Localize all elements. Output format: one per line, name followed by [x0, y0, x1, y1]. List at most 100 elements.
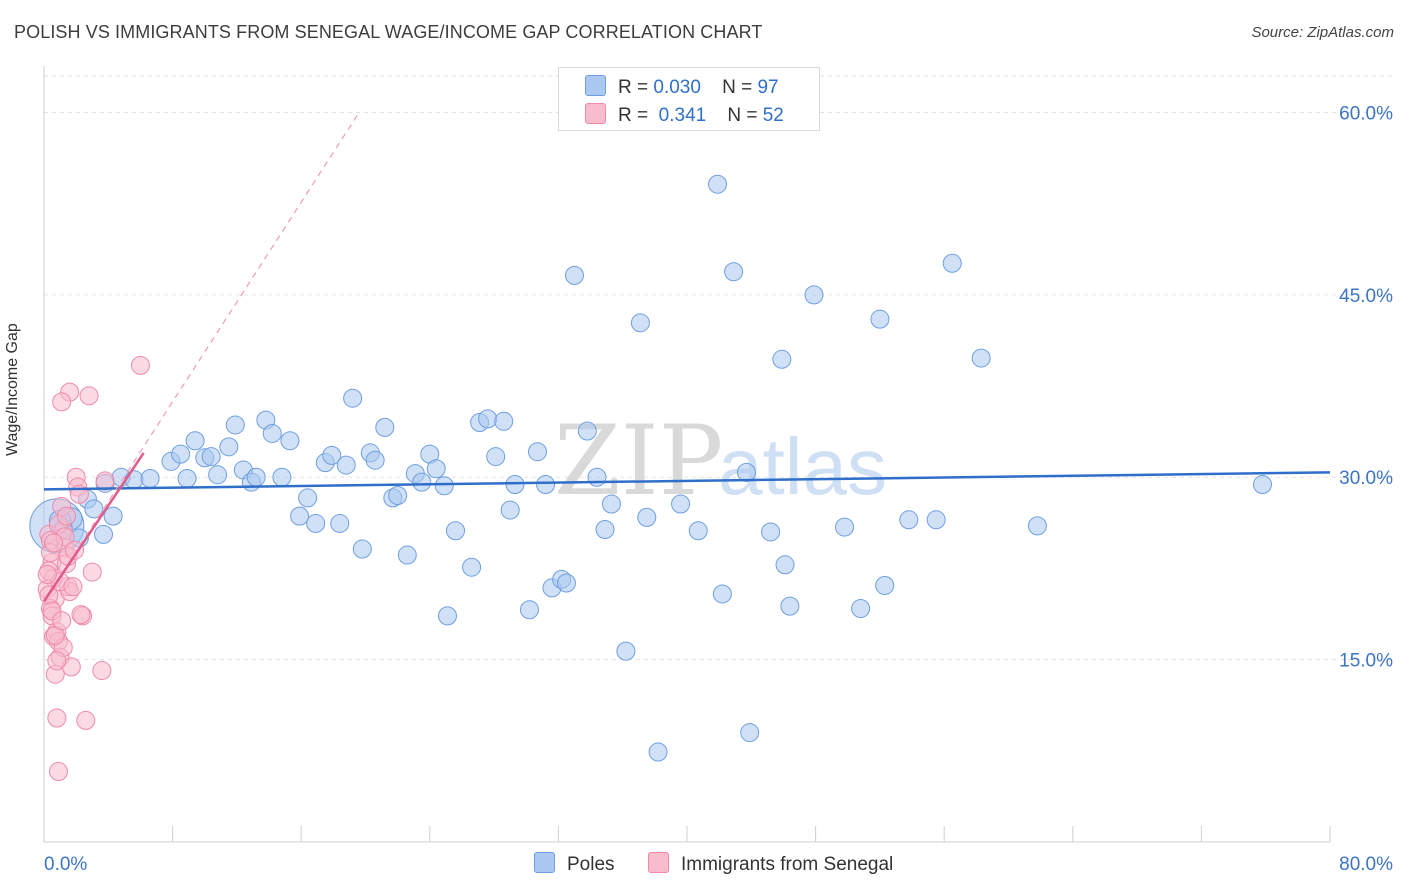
y-tick-label: 45.0%	[1339, 286, 1393, 307]
point-senegal	[130, 355, 150, 375]
legend-swatch-poles	[585, 75, 606, 96]
point-poles	[637, 507, 657, 527]
point-poles	[775, 555, 795, 575]
point-poles	[519, 600, 539, 620]
point-senegal	[52, 611, 72, 631]
point-senegal	[48, 761, 68, 781]
point-poles	[870, 309, 890, 329]
point-senegal	[79, 386, 99, 406]
watermark-zip: ZIP	[554, 405, 723, 517]
point-poles	[671, 494, 691, 514]
point-senegal	[37, 565, 57, 585]
legend-n-value-poles: 97	[757, 77, 779, 98]
legend-row-poles: R = 0.030 N = 97	[585, 75, 779, 99]
bottom-legend-swatch-senegal	[648, 852, 669, 873]
tick-labels: 15.0% 30.0% 45.0% 60.0% 0.0% 80.0%	[44, 103, 1393, 875]
point-poles	[630, 313, 650, 333]
point-poles	[201, 447, 221, 467]
legend-row-senegal: R = 0.341 N = 52	[585, 103, 784, 127]
point-poles	[772, 349, 792, 369]
point-poles	[225, 415, 245, 435]
point-poles	[434, 476, 454, 496]
legend-r-label: R =	[618, 105, 649, 126]
point-poles	[290, 506, 310, 526]
point-poles	[564, 265, 584, 285]
legend-r-value-senegal: 0.341	[658, 105, 707, 126]
point-poles	[375, 417, 395, 437]
point-poles	[804, 285, 824, 305]
y-tick-label: 30.0%	[1339, 468, 1393, 489]
trend-lines	[42, 112, 1331, 602]
legend-n-label: N =	[722, 77, 753, 98]
x-tick-label: 0.0%	[44, 854, 87, 875]
y-tick-label: 15.0%	[1339, 651, 1393, 672]
point-poles	[971, 348, 991, 368]
bottom-legend-swatch-poles	[534, 852, 555, 873]
y-axis-label: Wage/Income Gap	[4, 323, 21, 456]
legend-r-label: R =	[618, 77, 649, 98]
grid-lines	[44, 75, 1394, 661]
point-senegal	[65, 540, 85, 560]
chart-title: POLISH VS IMMIGRANTS FROM SENEGAL WAGE/I…	[14, 22, 763, 42]
point-poles	[587, 467, 607, 487]
point-poles	[851, 599, 871, 619]
point-poles	[494, 411, 514, 431]
point-poles	[124, 470, 144, 490]
point-poles	[536, 475, 556, 495]
legend-n-value-senegal: 52	[762, 105, 784, 126]
point-poles	[272, 467, 292, 487]
point-poles	[724, 262, 744, 282]
point-poles	[103, 506, 123, 526]
point-poles	[708, 174, 728, 194]
bottom-legend-poles: Poles	[534, 852, 615, 876]
point-poles	[93, 524, 113, 544]
point-poles	[171, 444, 191, 464]
point-poles	[899, 510, 919, 530]
bottom-legend-senegal: Immigrants from Senegal	[648, 852, 893, 876]
x-tick-label: 80.0%	[1339, 854, 1393, 875]
point-poles	[185, 431, 205, 451]
axes	[43, 66, 1331, 843]
point-poles	[648, 742, 668, 762]
point-poles	[500, 500, 520, 520]
legend-swatch-senegal	[585, 103, 606, 124]
legend-n-label: N =	[727, 105, 758, 126]
point-poles	[262, 423, 282, 443]
point-poles	[352, 539, 372, 559]
point-poles	[246, 467, 266, 487]
point-poles	[780, 596, 800, 616]
point-poles	[426, 459, 446, 479]
point-poles	[322, 445, 342, 465]
point-poles	[601, 494, 621, 514]
point-senegal	[76, 710, 96, 730]
trend-line-senegal	[42, 452, 145, 602]
point-poles	[478, 409, 498, 429]
point-poles	[177, 468, 197, 488]
point-poles	[761, 522, 781, 542]
point-poles	[528, 442, 548, 462]
point-poles	[437, 606, 457, 626]
point-senegal	[82, 562, 102, 582]
point-poles	[298, 488, 318, 508]
point-poles	[1027, 516, 1047, 536]
trend-line-senegal-extended	[43, 112, 360, 602]
point-poles	[505, 475, 525, 495]
point-poles	[740, 723, 760, 743]
trend-line-poles	[43, 471, 1331, 491]
bottom-legend-label-poles: Poles	[567, 854, 615, 875]
point-poles	[446, 521, 466, 541]
point-poles	[306, 513, 326, 533]
y-tick-label: 60.0%	[1339, 103, 1393, 124]
point-senegal	[57, 506, 77, 526]
point-poles	[926, 510, 946, 530]
point-poles	[595, 520, 615, 540]
point-poles	[388, 485, 408, 505]
point-poles	[219, 437, 239, 457]
bottom-legend-label-senegal: Immigrants from Senegal	[681, 854, 894, 875]
point-poles	[365, 450, 385, 470]
point-poles	[835, 517, 855, 537]
point-senegal	[52, 392, 72, 412]
point-poles	[736, 462, 756, 482]
data-points	[29, 174, 1272, 781]
point-poles	[486, 447, 506, 467]
